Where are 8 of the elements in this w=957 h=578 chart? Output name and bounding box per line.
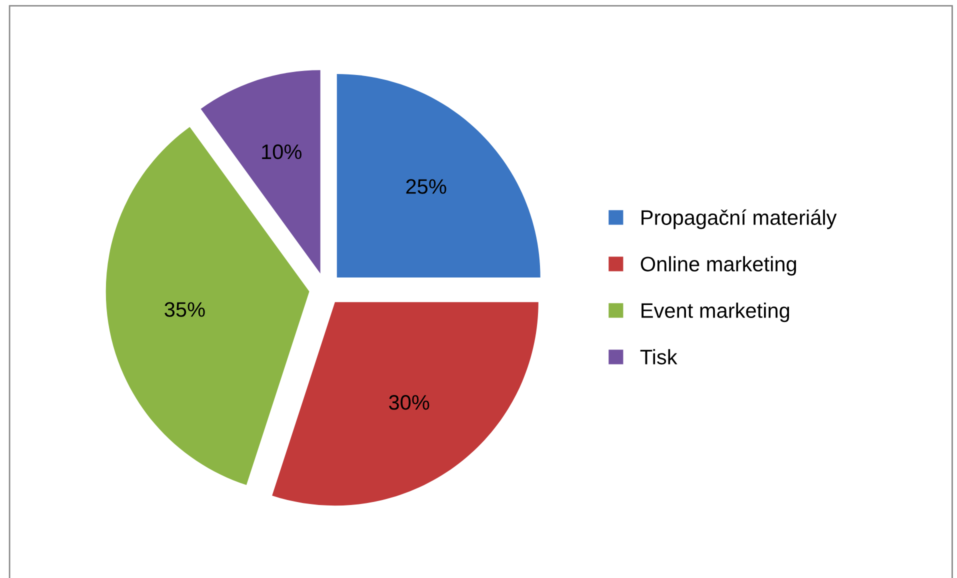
legend-label: Online marketing	[640, 256, 796, 276]
data-label: 35%	[164, 302, 205, 317]
data-label: 30%	[389, 395, 430, 410]
legend-label: Event marketing	[642, 302, 790, 322]
data-label: 10%	[262, 144, 302, 160]
legend-label: Tisk	[640, 349, 678, 364]
legend-label: Propagační materiály	[642, 209, 837, 230]
data-label: 25%	[406, 179, 446, 194]
